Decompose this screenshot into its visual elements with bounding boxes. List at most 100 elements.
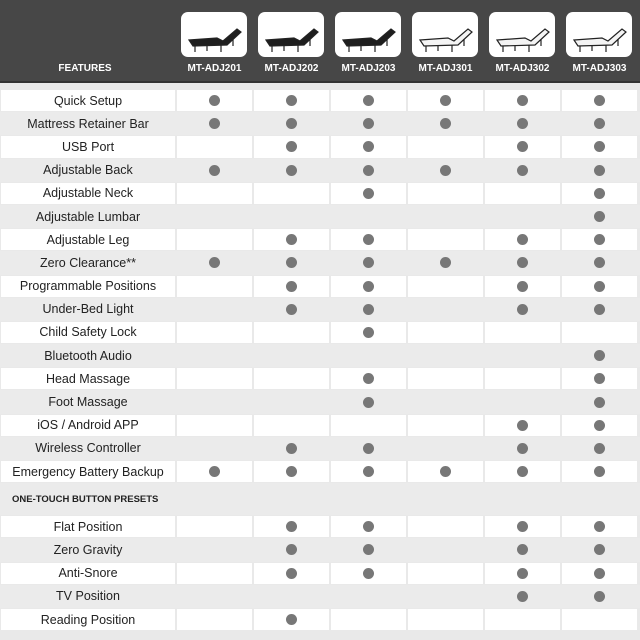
table-row: iOS / Android APP <box>0 414 640 437</box>
feature-label: Head Massage <box>1 368 175 390</box>
feature-cell <box>254 206 329 227</box>
feature-cell <box>562 113 637 134</box>
included-dot-icon <box>363 257 374 269</box>
feature-cell <box>485 113 560 134</box>
feature-label: Bluetooth Audio <box>44 348 132 363</box>
included-dot-icon <box>440 257 451 269</box>
feature-cell <box>562 391 637 412</box>
feature-cell <box>408 539 483 560</box>
feature-cell <box>177 414 252 436</box>
feature-cell <box>562 136 637 158</box>
feature-cell <box>254 275 329 297</box>
feature-cell <box>177 252 252 273</box>
model-name: MT-ADJ302 <box>495 63 550 74</box>
included-dot-icon <box>286 442 297 454</box>
feature-label: Zero Gravity <box>53 542 123 557</box>
bed-image <box>181 12 247 57</box>
included-dot-icon <box>286 95 297 107</box>
table-row: Anti-Snore <box>0 562 640 585</box>
feature-cell <box>408 461 483 483</box>
feature-cell <box>254 113 329 134</box>
feature-cell <box>254 160 329 181</box>
included-dot-icon <box>286 118 297 130</box>
table-row: Adjustable Back <box>0 158 640 182</box>
bed-image <box>258 12 324 57</box>
feature-cell <box>485 160 560 181</box>
included-dot-icon <box>286 164 297 176</box>
included-dot-icon <box>363 303 374 315</box>
feature-cell <box>562 516 637 538</box>
feature-cell <box>485 608 560 631</box>
feature-cell <box>562 586 637 607</box>
feature-label: iOS / Android APP <box>1 414 175 436</box>
included-dot-icon <box>517 419 528 431</box>
included-dot-icon <box>286 141 297 153</box>
feature-cell <box>485 275 560 297</box>
feature-cell <box>562 414 637 436</box>
table-row: Wireless Controller <box>0 436 640 460</box>
included-dot-icon <box>363 466 374 478</box>
feature-cell <box>485 539 560 560</box>
feature-cell <box>331 321 406 344</box>
included-dot-icon <box>286 280 297 292</box>
feature-cell <box>562 299 637 320</box>
feature-cell <box>177 299 252 320</box>
feature-cell <box>177 275 252 297</box>
feature-cell <box>254 299 329 320</box>
included-dot-icon <box>594 442 605 454</box>
feature-cell <box>485 229 560 251</box>
included-dot-icon <box>594 396 605 408</box>
feature-cell <box>254 516 329 538</box>
feature-cell <box>254 229 329 251</box>
included-dot-icon <box>517 466 528 478</box>
feature-cell <box>254 608 329 631</box>
included-dot-icon <box>440 118 451 130</box>
included-dot-icon <box>440 164 451 176</box>
included-dot-icon <box>594 257 605 269</box>
feature-cell <box>485 206 560 227</box>
model-column-header: MT-ADJ202 <box>253 0 330 81</box>
feature-cell <box>177 206 252 227</box>
feature-cell <box>331 539 406 560</box>
feature-cell <box>562 160 637 181</box>
feature-cell <box>485 414 560 436</box>
table-row: Quick Setup <box>0 89 640 112</box>
included-dot-icon <box>363 442 374 454</box>
feature-label: Wireless Controller <box>35 441 141 456</box>
included-dot-icon <box>209 466 220 478</box>
included-dot-icon <box>209 118 220 130</box>
table-row: Mattress Retainer Bar <box>0 112 640 136</box>
feature-cell <box>177 586 252 607</box>
feature-cell <box>331 160 406 181</box>
feature-cell <box>331 136 406 158</box>
feature-cell <box>331 252 406 273</box>
included-dot-icon <box>594 211 605 223</box>
included-dot-icon <box>517 257 528 269</box>
feature-cell <box>177 562 252 584</box>
included-dot-icon <box>594 521 605 533</box>
included-dot-icon <box>363 118 374 130</box>
included-dot-icon <box>286 466 297 478</box>
included-dot-icon <box>594 567 605 579</box>
feature-cell <box>408 136 483 158</box>
feature-cell <box>331 586 406 607</box>
included-dot-icon <box>209 95 220 107</box>
feature-cell <box>562 275 637 297</box>
feature-cell <box>562 368 637 390</box>
feature-cell <box>331 368 406 390</box>
included-dot-icon <box>363 567 374 579</box>
feature-cell <box>562 182 637 204</box>
feature-cell <box>254 345 329 366</box>
model-column-header: MT-ADJ303 <box>561 0 638 81</box>
feature-cell <box>331 516 406 538</box>
table-row: Foot Massage <box>0 390 640 414</box>
features-column-header: FEATURES <box>58 63 112 74</box>
feature-label: Zero Clearance** <box>40 255 136 270</box>
feature-cell <box>331 608 406 631</box>
feature-cell <box>408 206 483 227</box>
included-dot-icon <box>363 187 374 199</box>
feature-cell <box>331 345 406 366</box>
table-row: TV Position <box>0 584 640 608</box>
feature-label: USB Port <box>1 136 175 158</box>
included-dot-icon <box>363 544 374 556</box>
